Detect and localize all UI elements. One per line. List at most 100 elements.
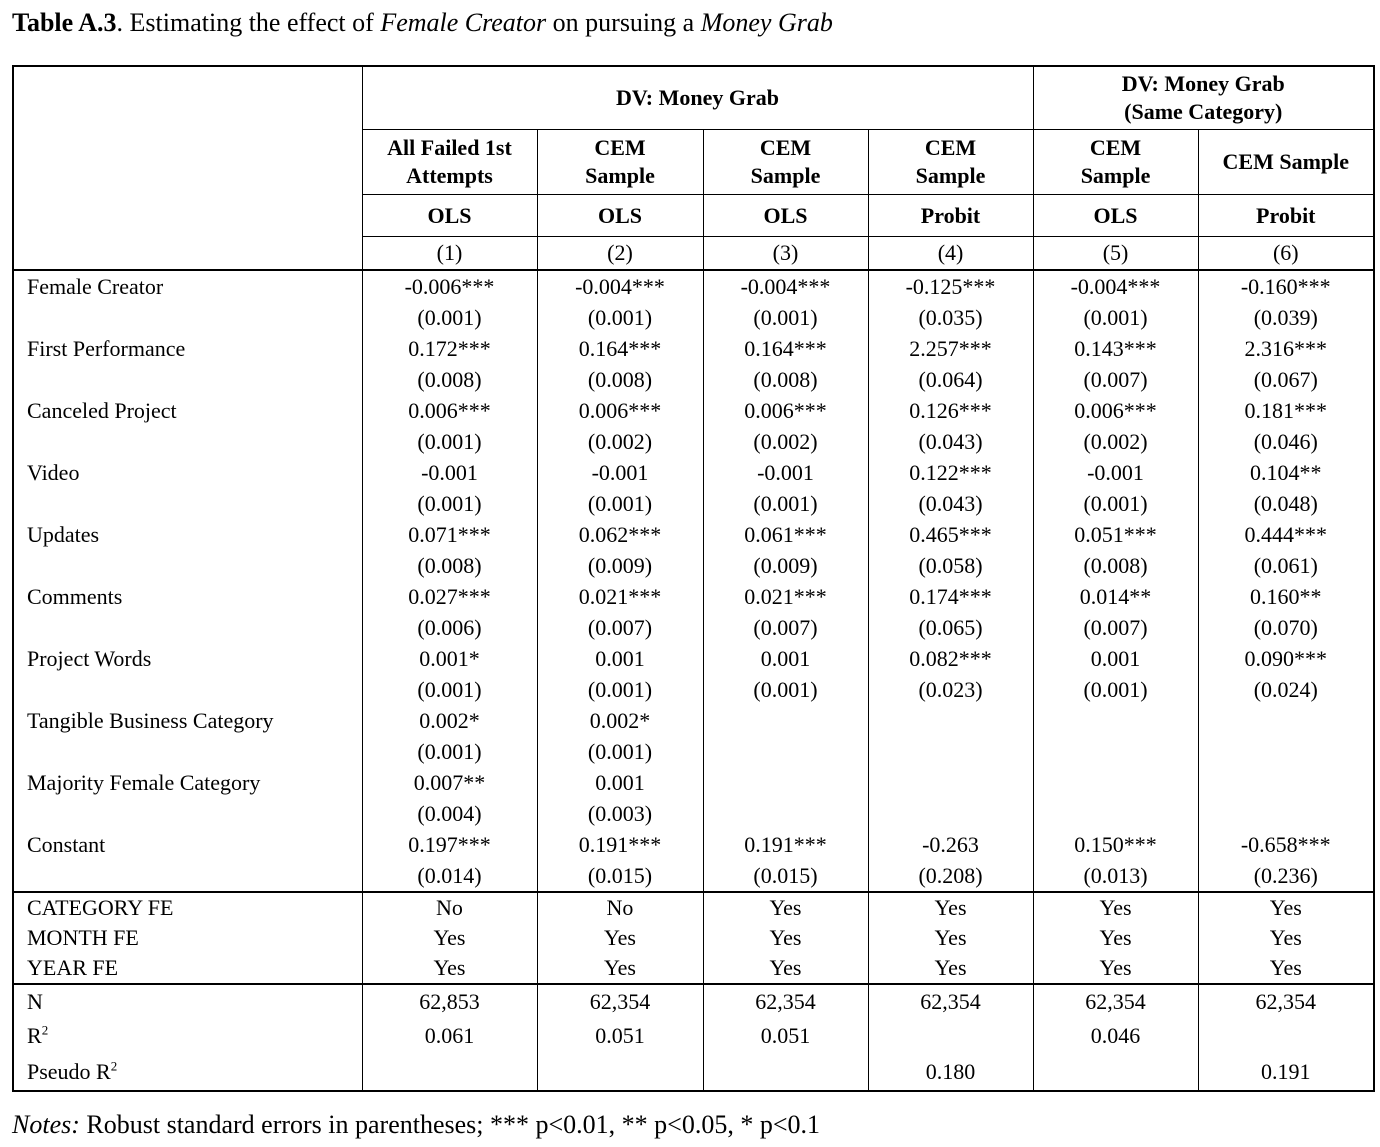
header-line: Sample <box>1080 163 1151 188</box>
standard-error: (0.001) <box>536 302 704 333</box>
stat-value: 62,853 <box>361 983 538 1019</box>
fe-value: Yes <box>1032 953 1199 984</box>
table-notes: Notes: Robust standard errors in parenth… <box>12 1110 820 1140</box>
body-row: Comments 0.027*** 0.021*** 0.021*** 0.174***… <box>12 581 1375 612</box>
column-number: (1) <box>361 236 538 271</box>
table-title: Table A.3. Estimating the effect of Fema… <box>12 8 833 38</box>
stat-row: Pseudo R2 0.180 0.191 <box>12 1053 1375 1091</box>
table-body: DV: Money Grab DV: Money Grab (Same Catego… <box>12 66 1375 1091</box>
coefficient: 0.061*** <box>702 519 869 550</box>
standard-error: (0.001) <box>536 674 704 705</box>
stat-value: 62,354 <box>536 983 704 1019</box>
column-number: (3) <box>702 236 869 271</box>
coefficient: -0.160*** <box>1197 270 1375 302</box>
column-number: (4) <box>867 236 1034 271</box>
standard-error: (0.007) <box>702 612 869 643</box>
row-label <box>12 798 363 829</box>
empty-cell <box>867 705 1034 736</box>
row-label: Majority Female Category <box>12 767 363 798</box>
standard-error: (0.023) <box>867 674 1034 705</box>
fe-value: Yes <box>867 953 1034 984</box>
title-part: on pursuing a <box>546 8 701 37</box>
standard-error: (0.001) <box>536 488 704 519</box>
standard-error: (0.043) <box>867 426 1034 457</box>
header-line: All Failed 1st <box>387 135 512 160</box>
row-label: Constant <box>12 829 363 860</box>
coefficient: -0.006*** <box>361 270 538 302</box>
stat-label-part: 2 <box>41 1022 49 1038</box>
header-line: CEM <box>1089 135 1142 160</box>
header-line: CEM <box>759 135 812 160</box>
fe-value: No <box>536 891 704 923</box>
empty-cell <box>1032 798 1199 829</box>
standard-error: (0.043) <box>867 488 1034 519</box>
row-label <box>12 736 363 767</box>
group-header: DV: Money Grab (Same Category) <box>1032 66 1375 130</box>
stat-value: 62,354 <box>702 983 869 1019</box>
body-row: Updates 0.071*** 0.062*** 0.061*** 0.465*** 0… <box>12 519 1375 550</box>
fe-value: Yes <box>536 953 704 984</box>
standard-error: (0.001) <box>361 302 538 333</box>
standard-error: (0.064) <box>867 364 1034 395</box>
fe-value: Yes <box>361 923 538 953</box>
row-label: Project Words <box>12 643 363 674</box>
sample-header: CEM Sample <box>867 129 1034 195</box>
row-label: MONTH FE <box>12 923 363 953</box>
coefficient: 0.001 <box>702 643 869 674</box>
sample-header: CEM Sample <box>1197 129 1375 195</box>
empty-cell <box>1032 705 1199 736</box>
coefficient: 0.172*** <box>361 333 538 364</box>
notes-part: Notes: <box>12 1110 80 1139</box>
empty-cell <box>1032 736 1199 767</box>
row-label: CATEGORY FE <box>12 891 363 923</box>
row-label: YEAR FE <box>12 953 363 984</box>
row-label: Pseudo R2 <box>12 1053 363 1091</box>
coefficient: 0.174*** <box>867 581 1034 612</box>
standard-error: (0.046) <box>1197 426 1375 457</box>
header-row: DV: Money Grab DV: Money Grab (Same Catego… <box>12 66 1375 271</box>
sample-header: CEM Sample <box>536 129 704 195</box>
body-row: Canceled Project 0.006*** 0.006*** 0.006***… <box>12 395 1375 426</box>
body-row: Female Creator -0.006*** -0.004*** -0.004**… <box>12 270 1375 302</box>
fe-row: MONTH FE Yes Yes Yes Yes Yes Yes <box>12 923 1375 953</box>
fe-row: CATEGORY FE No No Yes Yes Yes Yes <box>12 891 1375 923</box>
standard-error: (0.001) <box>702 488 869 519</box>
row-label <box>12 488 363 519</box>
standard-error: (0.013) <box>1032 860 1199 892</box>
header-line: Sample <box>585 163 655 188</box>
empty-cell <box>702 705 869 736</box>
coefficient: 0.082*** <box>867 643 1034 674</box>
column-number: (2) <box>536 236 704 271</box>
coefficient: 0.027*** <box>361 581 538 612</box>
fe-value: Yes <box>1197 953 1375 984</box>
sample-header: All Failed 1st Attempts <box>361 129 538 195</box>
title-part: Money Grab <box>700 8 833 37</box>
body-row: (0.001) (0.001) (0.001) (0.035) (0.001) (0.03… <box>12 302 1375 333</box>
row-label: First Performance <box>12 333 363 364</box>
coefficient: -0.263 <box>867 829 1034 860</box>
fe-value: Yes <box>867 923 1034 953</box>
empty-cell <box>1197 1019 1375 1053</box>
fe-value: Yes <box>361 953 538 984</box>
stat-value: 0.191 <box>1197 1053 1375 1091</box>
coefficient: -0.001 <box>702 457 869 488</box>
standard-error: (0.009) <box>702 550 869 581</box>
coefficient: -0.001 <box>361 457 538 488</box>
coefficient: -0.001 <box>536 457 704 488</box>
coefficient: 0.191*** <box>702 829 869 860</box>
coefficient: -0.001 <box>1032 457 1199 488</box>
coefficient: -0.004*** <box>702 270 869 302</box>
header-line: CEM <box>924 135 977 160</box>
coefficient: 2.257*** <box>867 333 1034 364</box>
row-label: Tangible Business Category <box>12 705 363 736</box>
standard-error: (0.003) <box>536 798 704 829</box>
coefficient: 2.316*** <box>1197 333 1375 364</box>
standard-error: (0.001) <box>1032 488 1199 519</box>
fe-value: Yes <box>1032 891 1199 923</box>
empty-cell <box>536 1053 704 1091</box>
stub-cell <box>12 66 363 271</box>
sample-header: CEM Sample <box>1032 129 1199 195</box>
stat-value: 0.046 <box>1032 1019 1199 1053</box>
stat-value: 62,354 <box>1197 983 1375 1019</box>
empty-cell <box>702 767 869 798</box>
